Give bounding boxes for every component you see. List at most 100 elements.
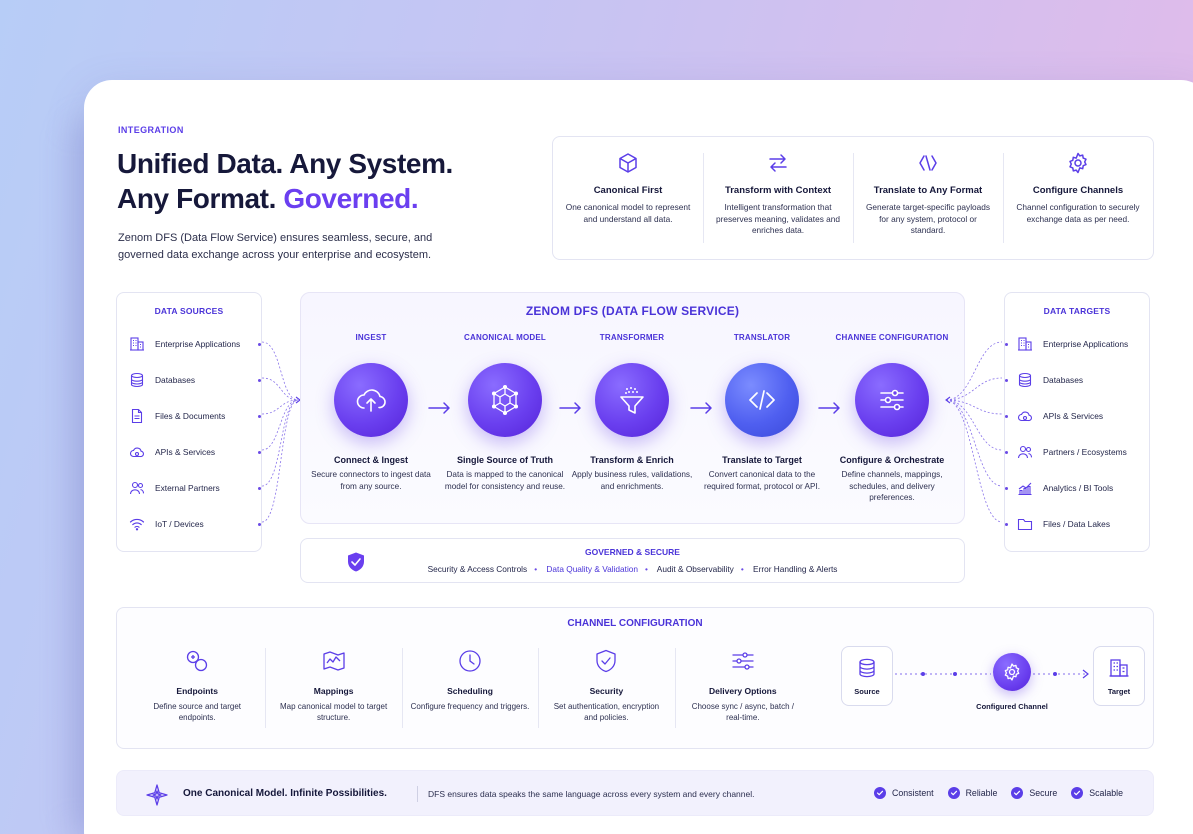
building-icon [1109,659,1129,677]
shield-check-icon [348,552,364,572]
banner-badges: Consistent Reliable Secure Scalable [874,787,1123,799]
governed-items: Security & Access Controls • Data Quality… [301,564,964,574]
data-targets-heading: DATA TARGETS [1043,306,1111,316]
badge-secure: Secure [1011,787,1057,799]
target-item: Partners / Ecosystems [1005,434,1149,470]
stage-circle [855,363,929,437]
stage-circle [595,363,669,437]
eyebrow: INTEGRATION [118,125,184,135]
connector-dot [1005,451,1008,454]
channel-item-endpoints: Endpoints Define source and target endpo… [129,638,265,736]
separator-dot: • [740,564,744,574]
funnel-icon [620,387,644,414]
governed-item: Audit & Observability [656,564,734,574]
channel-item-desc: Configure frequency and triggers. [410,702,530,711]
banner-description: DFS ensures data speaks the same languag… [428,789,755,799]
source-label: Files & Documents [155,411,226,421]
channel-heading: CHANNEL CONFIGURATION [567,618,703,629]
stage-desc: Data is mapped to the canonical model fo… [444,470,566,491]
flow-connector-left [895,672,991,676]
folder-icon [1017,518,1033,531]
connector-dot [258,379,261,382]
users-icon [129,481,145,495]
feature-desc: Intelligent transformation that preserve… [715,202,841,235]
flow-connector-right [1033,669,1089,679]
check-circle-icon [1071,787,1084,799]
channel-item-mappings: Mappings Map canonical model to target s… [265,638,401,736]
stage-transformer: TRANSFORMER Transform & Enrich Apply bus… [567,333,697,492]
channel-configuration-panel: CHANNEL CONFIGURATION Endpoints Define s… [116,607,1154,749]
source-connectors [262,341,301,523]
stage-tag: CHANNEE CONFIGURATION [835,333,949,342]
arrow-right-icon [690,402,712,414]
stage-circle [468,363,542,437]
data-sources-panel: DATA SOURCES Enterprise Applications Dat… [116,292,262,552]
connector-dot [258,451,261,454]
connector-dot [1005,415,1008,418]
target-label: Enterprise Applications [1043,339,1129,349]
stage-desc: Apply business rules, validations, and e… [571,470,693,491]
target-label: Databases [1043,375,1084,385]
stage-canonical-model: CANONICAL MODEL Single Source of Truth D… [440,333,570,492]
governed-item: Data Quality & Validation [546,564,639,574]
arrow-right-icon [559,402,581,414]
building-icon [130,337,144,351]
source-label: Databases [155,375,196,385]
feature-canonical-first: Canonical First One canonical model to r… [553,137,703,259]
stage-tag: TRANSLATOR [733,333,791,342]
stage-translator: TRANSLATOR Translate to Target Convert c… [697,333,827,492]
governed-heading: GOVERNED & SECURE [585,547,680,557]
governed-item: Security & Access Controls [427,564,528,574]
connector-dot [258,487,261,490]
stage-desc: Define channels, mappings, schedules, an… [841,470,943,502]
title-plain: Any Format. [117,183,276,214]
channel-item-title: Endpoints [176,686,218,696]
gear-icon [1004,663,1020,681]
stage-name: Configure & Orchestrate [839,455,945,465]
clock-icon [459,650,481,672]
badge-label: Consistent [892,788,934,798]
page-description: Zenom DFS (Data Flow Service) ensures se… [118,232,433,261]
check-circle-icon [874,787,887,799]
feature-title: Configure Channels [1032,185,1124,196]
stage-channel-configuration: CHANNEE CONFIGURATION Configure & Orches… [827,333,957,504]
target-item: APIs & Services [1005,398,1149,434]
title-line-1: Unified Data. Any System. [117,148,453,179]
dfs-heading: ZENOM DFS (DATA FLOW SERVICE) [525,304,740,318]
connector-dot [258,415,261,418]
building-icon [1018,337,1032,351]
connector-dot [1005,523,1008,526]
stage-name: Single Source of Truth [456,455,553,465]
channel-item-title: Delivery Options [709,686,777,696]
stage-circle [334,363,408,437]
badge-label: Secure [1029,788,1058,798]
source-label: Enterprise Applications [155,339,241,349]
title-line-2: Any Format. Governed. [117,181,537,216]
banner-title: One Canonical Model. Infinite Possibilit… [183,788,387,799]
channel-item-desc: Define source and target endpoints. [153,702,241,722]
source-item: Files & Documents [117,398,261,434]
stage-desc: Secure connectors to ingest data from an… [311,470,431,491]
data-targets-panel: DATA TARGETS Enterprise Applications Dat… [1004,292,1150,552]
stage-ingest: INGEST Connect & Ingest Secure connector… [306,333,436,492]
feature-strip: Canonical First One canonical model to r… [552,136,1154,260]
network-cube-icon [491,384,519,416]
endpoints-icon [187,650,208,672]
target-item: Analytics / BI Tools [1005,470,1149,506]
target-item: Files / Data Lakes [1005,506,1149,542]
title-accent: Governed. [283,183,419,214]
document-icon [131,408,143,424]
badge-reliable: Reliable [947,787,997,799]
database-icon [859,658,875,678]
check-circle-icon [1011,787,1024,799]
integration-card: INTEGRATION Unified Data. Any System. An… [84,80,1193,834]
arrow-right-icon [818,402,840,414]
separator-dot: • [534,564,538,574]
feature-title: Canonical First [593,185,663,196]
configured-channel-node [993,653,1031,691]
database-icon [130,372,144,388]
feature-desc: Channel configuration to securely exchan… [1016,202,1140,224]
stage-name: Transform & Enrich [590,455,674,465]
target-item: Databases [1005,362,1149,398]
stage-tag: TRANSFORMER [599,333,665,342]
